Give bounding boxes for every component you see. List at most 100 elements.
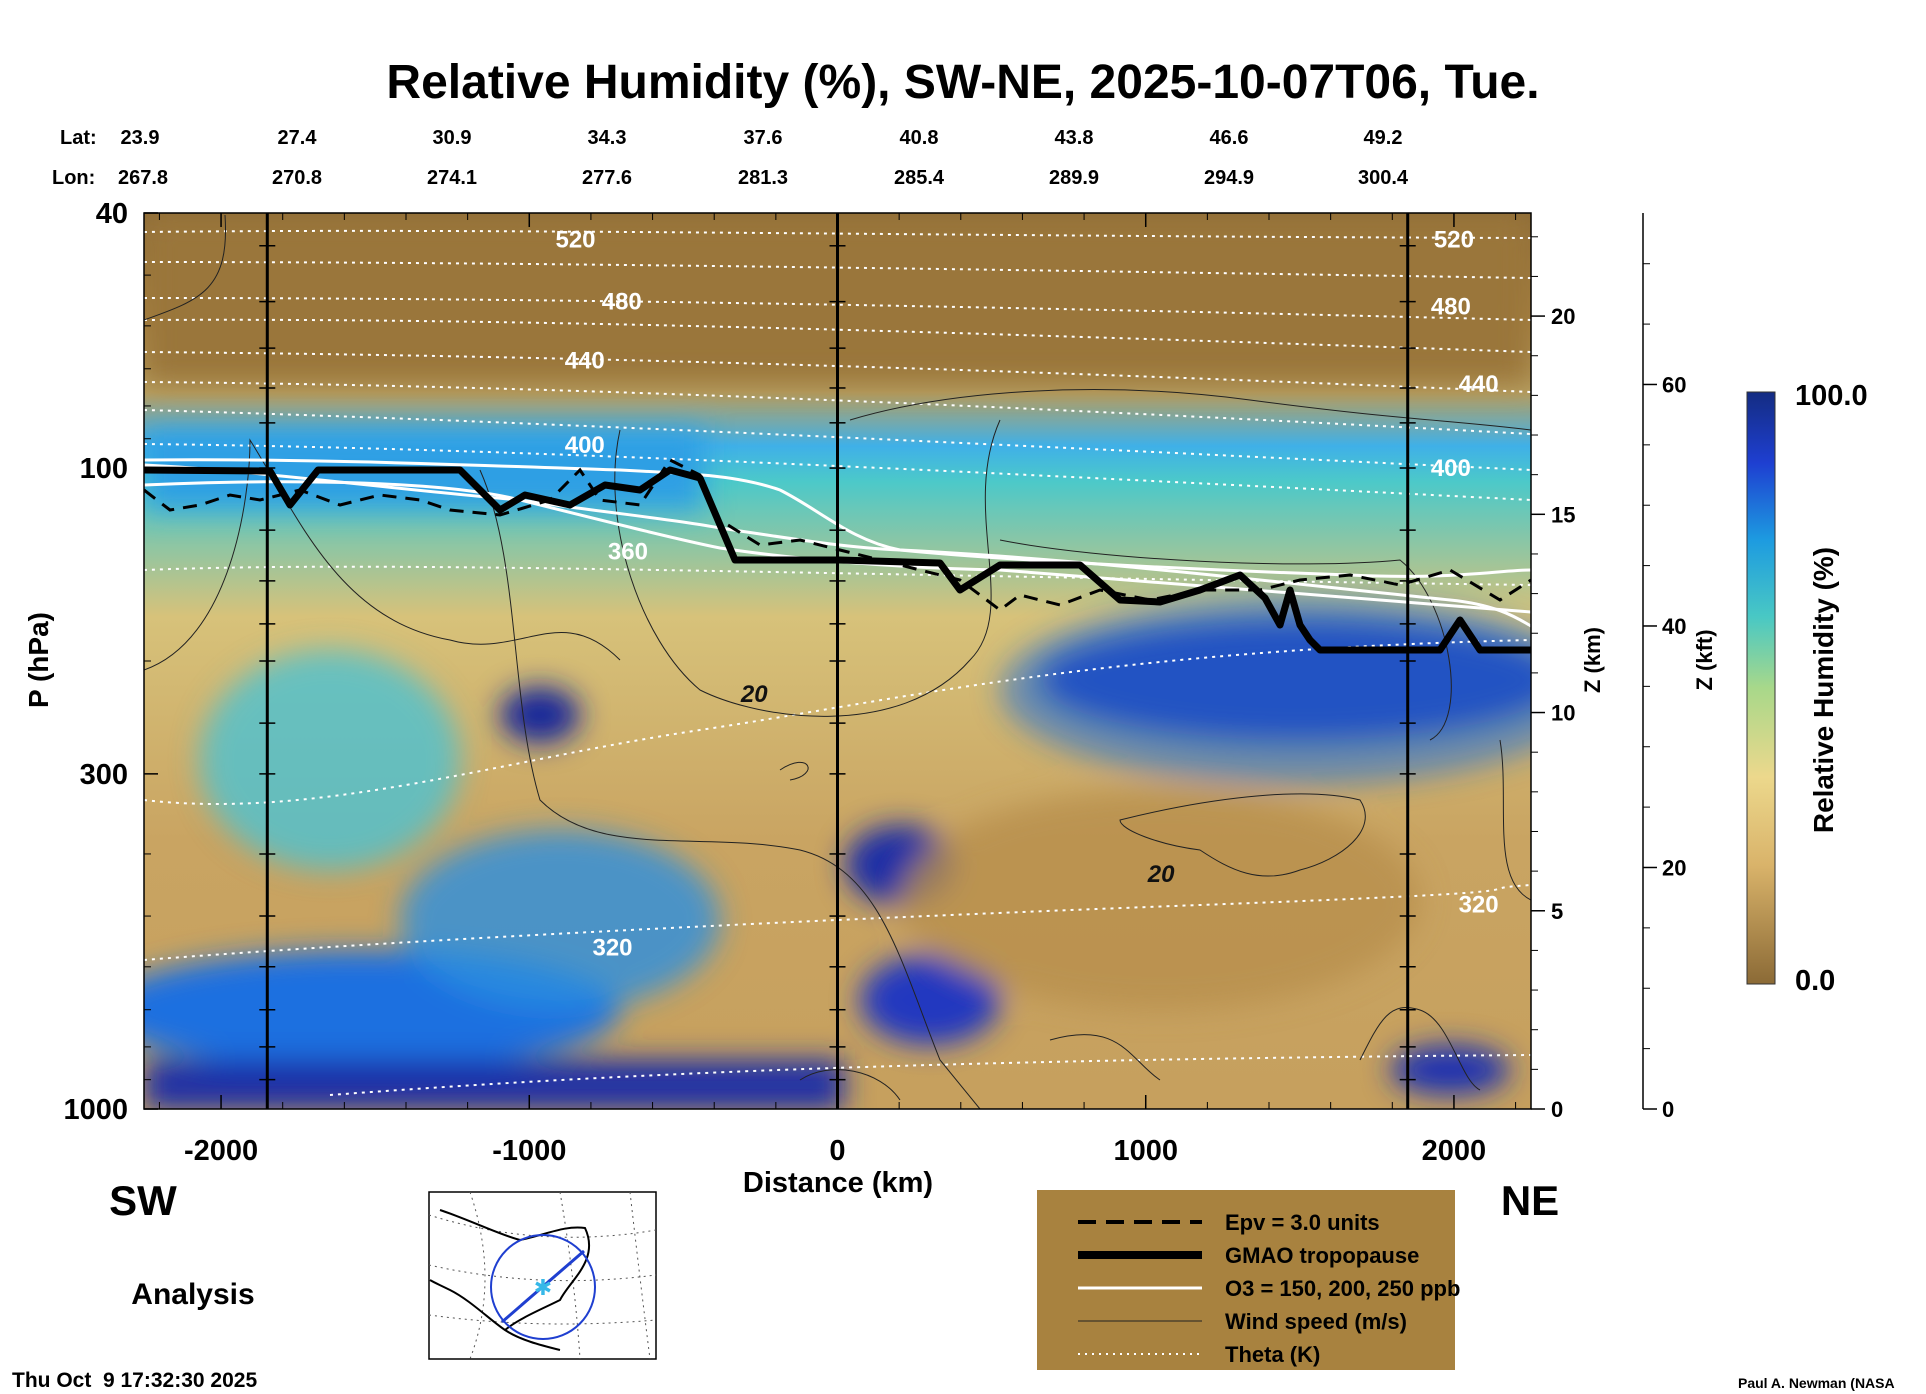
humidity-field — [144, 213, 1531, 1109]
wind-contour — [779, 761, 809, 781]
lat-value: 23.9 — [121, 127, 160, 149]
colorbar-gradient — [1746, 391, 1776, 985]
colorbar-title: Relative Humidity (%) — [1808, 547, 1839, 833]
ozone-line — [144, 463, 1531, 628]
legend-label: O3 = 150, 200, 250 ppb — [1225, 1276, 1460, 1301]
y-tick-label: 300 — [80, 759, 128, 791]
overlay-lines — [144, 214, 1531, 1109]
z-km-tick-label: 0 — [1551, 1097, 1563, 1122]
wind-label: 20 — [740, 681, 768, 708]
region-ne: NE — [1501, 1177, 1559, 1224]
legend-label: Epv = 3.0 units — [1225, 1210, 1380, 1235]
theta-line — [144, 351, 1531, 393]
inset-map-graticule — [428, 1191, 657, 1360]
lat-value: 43.8 — [1055, 127, 1094, 149]
x-tick-label: 2000 — [1422, 1135, 1487, 1167]
theta-labels: 520 480 440 400 360 320 520 480 440 400 320 — [555, 227, 1498, 962]
credit: Paul A. Newman (NASA — [1738, 1375, 1895, 1391]
z-kft-tick-label: 40 — [1662, 614, 1686, 639]
field-ne-surface — [1390, 1045, 1510, 1095]
z-km-tick-label: 5 — [1551, 899, 1563, 924]
theta-line — [144, 318, 1531, 353]
field-mid-blob — [500, 687, 580, 743]
lat-value: 37.6 — [744, 127, 783, 149]
lon-value: 300.4 — [1358, 167, 1409, 189]
wind-contour — [849, 389, 1531, 431]
vertical-section-lines — [259, 213, 1416, 1109]
theta-line — [329, 1054, 1531, 1096]
lon-value: 267.8 — [118, 167, 168, 189]
theta-line — [144, 639, 1531, 805]
lon-value: 281.3 — [738, 167, 788, 189]
analysis-label: Analysis — [131, 1278, 254, 1311]
legend-label: Wind speed (m/s) — [1225, 1309, 1407, 1334]
theta-label: 360 — [608, 539, 648, 566]
lon-row-label: Lon: — [52, 167, 95, 189]
theta-label: 480 — [1431, 294, 1471, 321]
theta-label: 520 — [555, 227, 595, 254]
theta-label: 480 — [602, 289, 642, 316]
region-sw: SW — [109, 1177, 177, 1224]
inset-map-section-line — [501, 1249, 585, 1324]
x-tick-label: 0 — [829, 1135, 845, 1167]
y-tick-label: 40 — [96, 198, 128, 230]
z-km-axis-title: Z (km) — [1580, 627, 1605, 693]
theta-label: 520 — [1434, 227, 1474, 254]
lat-value: 49.2 — [1364, 127, 1403, 149]
field-ne-moist-halo — [1000, 595, 1531, 785]
wind-contour — [799, 1069, 901, 1101]
axes: -2000 -1000 0 1000 2000100030010040051015200… — [63, 198, 1686, 1167]
wind-contour — [1359, 1007, 1481, 1091]
lat-value: 46.6 — [1210, 127, 1249, 149]
x-tick-label: 1000 — [1113, 1135, 1178, 1167]
lat-value: 34.3 — [588, 127, 627, 149]
wind-contour — [144, 214, 227, 321]
theta-label: 320 — [1459, 892, 1499, 919]
lat-value: 27.4 — [278, 127, 318, 149]
lon-value: 289.9 — [1049, 167, 1099, 189]
inset-map-range-circle — [490, 1234, 596, 1340]
wind-contour — [479, 469, 981, 1109]
theta-label: 400 — [565, 432, 605, 459]
y-tick-label: 1000 — [63, 1094, 128, 1126]
wind-contour — [144, 438, 621, 671]
wind-contours — [144, 214, 1531, 1109]
field-lower-blue — [400, 830, 720, 1010]
legend-label: GMAO tropopause — [1225, 1243, 1419, 1268]
lat-lon-rows: Lat: Lon: 23.9 27.4 30.9 34.3 37.6 40.8 43.8 46.6… — [52, 127, 1409, 189]
z-kft-tick-label: 60 — [1662, 372, 1686, 397]
chart-title: Relative Humidity (%), SW-NE, 2025-10-07… — [386, 56, 1539, 109]
lon-value: 285.4 — [894, 167, 945, 189]
inset-map: ✱ — [428, 1191, 657, 1360]
lon-value: 294.9 — [1204, 167, 1254, 189]
timestamp: Thu Oct 9 17:32:30 2025 — [12, 1369, 257, 1392]
wind-label: 20 — [1147, 861, 1175, 888]
theta-label: 440 — [1459, 371, 1499, 398]
z-km-tick-label: 20 — [1551, 304, 1575, 329]
ozone-line — [144, 480, 1531, 614]
z-km-tick-label: 15 — [1551, 502, 1575, 527]
inset-map-center-marker: ✱ — [534, 1276, 552, 1301]
y-axis-title: P (hPa) — [23, 612, 54, 708]
lat-value: 40.8 — [900, 127, 939, 149]
z-kft-axis-title: Z (kft) — [1692, 629, 1717, 690]
lon-value: 277.6 — [582, 167, 632, 189]
z-kft-tick-label: 0 — [1662, 1097, 1674, 1122]
field-dry-mid — [900, 790, 1420, 1010]
field-surface-wet — [144, 1060, 844, 1109]
field-mid-left — [200, 650, 460, 870]
field-center-low — [860, 955, 1000, 1045]
y-tick-label: 100 — [80, 453, 128, 485]
wind-contour — [1119, 793, 1366, 877]
theta-line — [144, 381, 1531, 435]
tropopause-line — [144, 466, 1531, 654]
wind-contour — [614, 419, 1001, 717]
theta-line — [144, 884, 1531, 961]
theta-label: 320 — [592, 935, 632, 962]
z-kft-tick-label: 20 — [1662, 855, 1686, 880]
x-tick-label: -2000 — [184, 1135, 258, 1167]
epv-line — [144, 458, 1531, 612]
theta-label: 400 — [1431, 455, 1471, 482]
